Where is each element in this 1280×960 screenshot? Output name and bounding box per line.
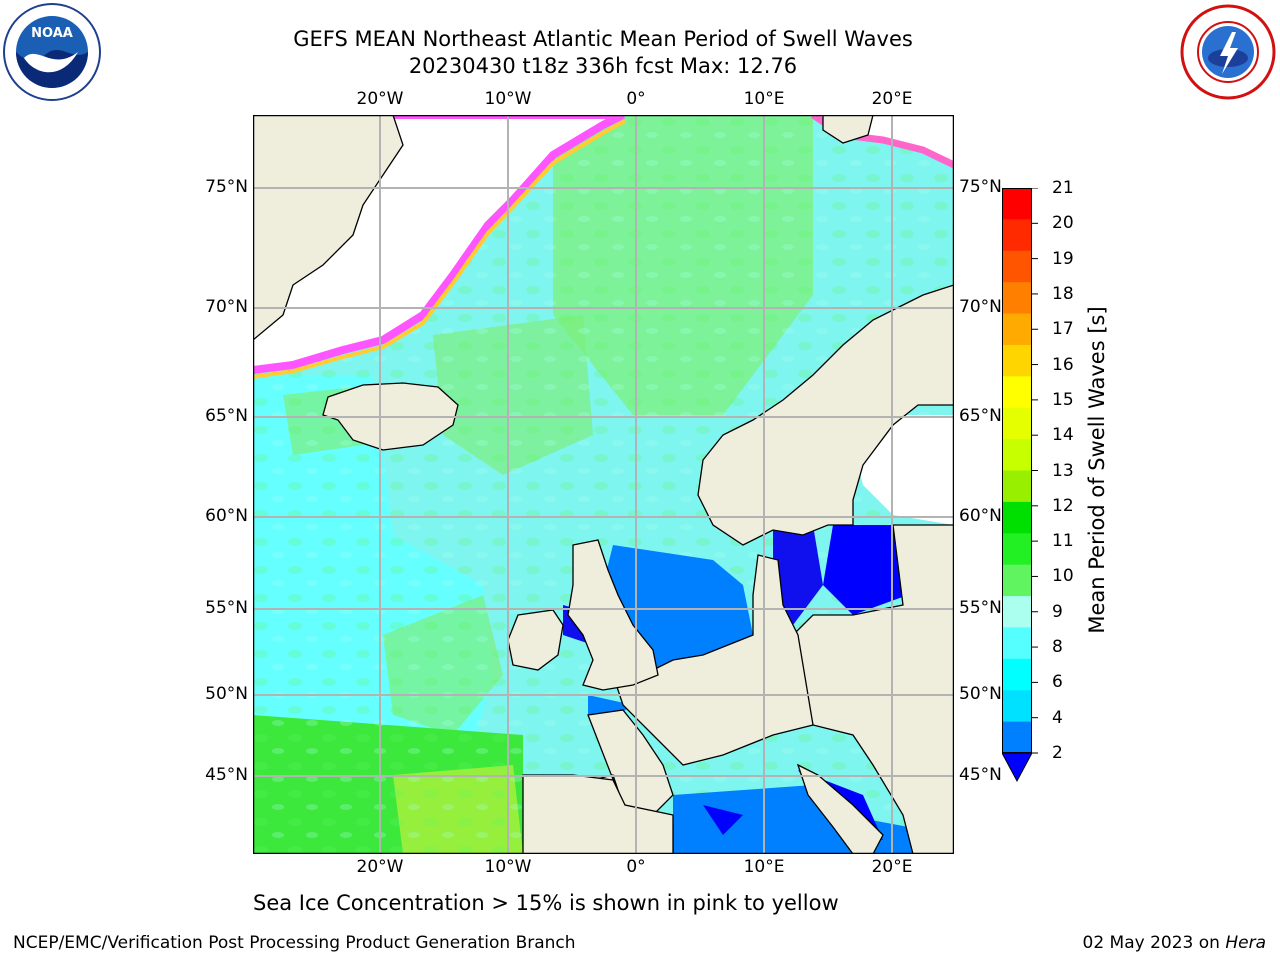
- colorbar-segment: [1002, 344, 1032, 377]
- colorbar-segment: [1002, 690, 1032, 723]
- map-area: [253, 115, 954, 854]
- graticule: [253, 115, 954, 854]
- scandinavia: [697, 284, 954, 546]
- svg-text:NOAA: NOAA: [31, 26, 73, 41]
- footer-date-text: 02 May 2023 on: [1082, 933, 1226, 953]
- colorbar-tick-label: 16: [1052, 354, 1074, 375]
- colorbar-title: Mean Period of Swell Waves [s]: [1085, 306, 1109, 634]
- lat-label-right: 75°N: [959, 177, 1002, 197]
- lon-label-top: 20°E: [871, 89, 913, 109]
- lon-label-bottom: 20°W: [356, 857, 404, 877]
- lat-label-left: 60°N: [205, 506, 248, 526]
- lon-label-top: 20°W: [356, 89, 404, 109]
- lat-label-left: 65°N: [205, 406, 248, 426]
- baltic-sea: [773, 525, 823, 625]
- colorbar-segment: [1002, 313, 1032, 346]
- colorbar-tick-label: 18: [1052, 283, 1074, 304]
- lat-label-right: 70°N: [959, 297, 1002, 317]
- colorbar-tick-label: 11: [1052, 531, 1074, 552]
- lat-label-left: 55°N: [205, 598, 248, 618]
- colorbar-tick-label: 12: [1052, 495, 1074, 516]
- footer-host: Hera: [1225, 933, 1266, 953]
- map-frame: [253, 115, 954, 854]
- lat-label-right: 45°N: [959, 765, 1002, 785]
- colorbar-segment: [1002, 470, 1032, 503]
- colorbar-tick-label: 4: [1052, 707, 1063, 728]
- colorbar-tick-label: 15: [1052, 389, 1074, 410]
- colorbar-segment: [1002, 250, 1032, 283]
- svalbard: [822, 115, 874, 144]
- italy: [796, 763, 884, 854]
- colorbar-tick-label: 2: [1052, 743, 1063, 763]
- lon-label-bottom: 10°W: [484, 857, 532, 877]
- colorbar-tick-label: 9: [1052, 601, 1063, 622]
- colorbar-tick-label: 14: [1052, 425, 1074, 446]
- colorbar-tick-label: 19: [1052, 248, 1074, 269]
- lat-label-left: 75°N: [205, 177, 248, 197]
- lat-label-right: 60°N: [959, 506, 1002, 526]
- lon-label-top: 10°W: [484, 89, 532, 109]
- colorbar: [1002, 188, 1038, 783]
- colorbar-tick-label: 17: [1052, 319, 1074, 340]
- colorbar-segment: [1002, 188, 1032, 220]
- colorbar-segment: [1002, 658, 1032, 691]
- noaa-logo: NOAA: [3, 3, 101, 101]
- lon-label-bottom: 20°E: [871, 857, 913, 877]
- colorbar-segment: [1002, 501, 1032, 534]
- lat-label-right: 65°N: [959, 406, 1002, 426]
- colorbar-extend: [1002, 752, 1033, 783]
- colorbar-tick-label: 21: [1052, 178, 1074, 198]
- colorbar-segment: [1002, 596, 1032, 628]
- lon-label-bottom: 10°E: [743, 857, 785, 877]
- colorbar-segment: [1002, 439, 1032, 471]
- lat-label-right: 55°N: [959, 598, 1002, 618]
- chart-title: GEFS MEAN Northeast Atlantic Mean Period…: [293, 27, 913, 51]
- colorbar-segment: [1002, 282, 1032, 315]
- lon-label-bottom: 0°: [626, 857, 646, 877]
- colorbar-segment: [1002, 721, 1032, 754]
- footer-date: 02 May 2023 on Hera: [1083, 933, 1267, 953]
- greenland: [253, 115, 404, 341]
- eastern-europe: [792, 524, 954, 854]
- colorbar-tick-label: 13: [1052, 460, 1074, 481]
- colorbar-tick-label: 8: [1052, 637, 1063, 658]
- lon-label-top: 0°: [626, 89, 646, 109]
- colorbar-segment: [1002, 533, 1032, 566]
- ice-note: Sea Ice Concentration > 15% is shown in …: [253, 891, 839, 915]
- lat-label-left: 70°N: [205, 297, 248, 317]
- lat-label-left: 50°N: [205, 684, 248, 704]
- swell-period-map: [253, 115, 954, 854]
- colorbar-segment: [1002, 564, 1032, 597]
- lat-label-left: 45°N: [205, 765, 248, 785]
- chart-subtitle: 20230430 t18z 336h fcst Max: 12.76: [408, 54, 798, 78]
- mediterranean: [673, 785, 954, 854]
- lat-label-right: 50°N: [959, 684, 1002, 704]
- colorbar-segment: [1002, 219, 1032, 252]
- colorbar-segment: [1002, 407, 1032, 440]
- colorbar-tick-label: 6: [1052, 672, 1063, 693]
- colorbar-segment: [1002, 627, 1032, 660]
- nws-logo: [1180, 4, 1276, 100]
- colorbar-tick-label: 20: [1052, 213, 1074, 234]
- lon-label-top: 10°E: [743, 89, 785, 109]
- colorbar-segment: [1002, 376, 1032, 409]
- colorbar-tick-label: 10: [1052, 566, 1074, 587]
- ice-edge: [253, 115, 625, 374]
- footer-credit: NCEP/EMC/Verification Post Processing Pr…: [13, 933, 576, 953]
